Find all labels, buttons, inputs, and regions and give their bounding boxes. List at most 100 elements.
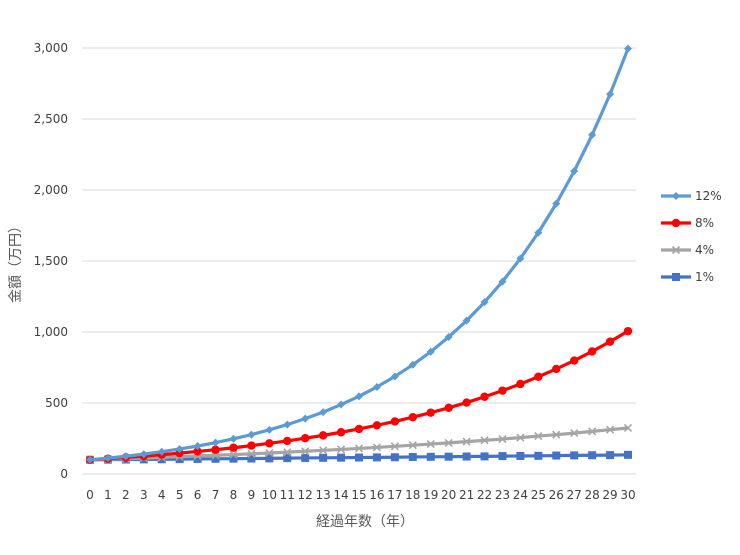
data-point-1pct xyxy=(372,453,381,462)
data-point-8pct xyxy=(247,441,256,450)
data-point-12pct xyxy=(139,450,148,459)
x-tick-label: 19 xyxy=(423,488,438,502)
data-point-4pct xyxy=(390,442,399,451)
x-tick-label: 29 xyxy=(602,488,617,502)
legend-item-4pct: 4% xyxy=(661,243,714,257)
data-point-4pct xyxy=(480,436,489,445)
data-point-12pct xyxy=(157,447,166,456)
y-tick-label: 3,000 xyxy=(34,41,68,55)
data-point-1pct xyxy=(247,454,256,463)
data-point-8pct xyxy=(587,347,597,356)
x-tick-label: 17 xyxy=(387,488,402,502)
data-point-4pct xyxy=(588,427,597,436)
data-point-12pct xyxy=(229,434,238,443)
y-tick-label: 1,000 xyxy=(34,325,68,339)
data-point-4pct xyxy=(372,443,381,452)
data-point-4pct xyxy=(623,423,633,433)
x-tick-label: 2 xyxy=(122,488,130,502)
data-point-8pct xyxy=(444,403,453,413)
x-tick-label: 3 xyxy=(140,488,148,502)
y-axis-title: 金額（万円） xyxy=(8,219,24,303)
data-point-4pct xyxy=(570,429,579,438)
data-point-1pct xyxy=(301,453,310,462)
data-point-8pct xyxy=(211,445,220,454)
data-point-8pct xyxy=(426,408,435,417)
x-tick-label: 27 xyxy=(567,488,582,502)
x-tick-label: 26 xyxy=(549,488,564,502)
data-point-12pct xyxy=(552,199,561,208)
data-point-8pct xyxy=(552,364,561,374)
data-point-12pct xyxy=(588,130,597,139)
series-12pct xyxy=(86,44,632,464)
data-point-4pct xyxy=(229,450,238,459)
data-point-8pct xyxy=(283,436,292,446)
x-tick-label: 28 xyxy=(584,488,599,502)
y-tick-label: 1,500 xyxy=(34,254,68,268)
data-point-8pct xyxy=(229,443,238,452)
x-tick-label: 23 xyxy=(495,488,510,502)
data-point-1pct xyxy=(444,452,453,461)
legend-item-1pct: 1% xyxy=(661,270,714,284)
x-tick-label: 12 xyxy=(298,488,313,502)
y-axis-ticks: 0 500 1,000 1,500 2,000 2,500 3,000 xyxy=(34,41,68,481)
data-point-12pct xyxy=(175,445,184,454)
legend-label-8pct: 8% xyxy=(695,216,714,230)
data-point-8pct xyxy=(372,421,382,430)
data-point-12pct xyxy=(516,254,525,263)
data-point-1pct xyxy=(211,454,220,463)
data-point-8pct xyxy=(498,386,507,395)
data-point-12pct xyxy=(265,425,274,434)
x-tick-label: 16 xyxy=(369,488,384,502)
data-point-1pct xyxy=(408,452,417,461)
x-tick-label: 8 xyxy=(230,488,238,502)
data-point-1pct xyxy=(157,455,166,464)
data-point-8pct xyxy=(265,439,274,448)
data-point-1pct xyxy=(265,454,274,463)
y-tick-label: 500 xyxy=(45,396,68,410)
x-tick-label: 7 xyxy=(212,488,220,502)
series-1pct xyxy=(86,450,632,464)
data-point-12pct xyxy=(86,455,94,464)
data-point-8pct xyxy=(318,431,328,440)
data-point-8pct xyxy=(175,448,184,458)
x-tick-label: 13 xyxy=(315,488,330,502)
y-tick-label: 0 xyxy=(60,467,68,481)
x-tick-label: 1 xyxy=(104,488,112,502)
data-point-1pct xyxy=(175,455,184,464)
data-point-12pct xyxy=(426,347,435,356)
data-point-8pct xyxy=(462,398,471,407)
series-8pct xyxy=(85,326,633,464)
x-tick-label: 22 xyxy=(477,488,492,502)
data-point-12pct xyxy=(247,430,256,439)
data-point-1pct xyxy=(283,454,292,463)
data-point-4pct xyxy=(408,441,417,450)
data-point-12pct xyxy=(624,44,632,53)
data-point-8pct xyxy=(516,379,525,389)
data-point-12pct xyxy=(301,414,310,423)
legend-marker-12pct xyxy=(672,192,680,200)
data-point-12pct xyxy=(372,382,381,391)
data-point-8pct xyxy=(390,417,400,426)
data-point-12pct xyxy=(283,420,292,429)
legend: 12% 8% 4% 1% xyxy=(661,189,722,284)
data-point-12pct xyxy=(480,298,489,307)
data-point-4pct xyxy=(534,432,543,441)
data-point-12pct xyxy=(121,452,130,461)
data-point-1pct xyxy=(462,452,471,461)
data-point-4pct xyxy=(552,430,561,439)
x-axis-title: 経過年数（年） xyxy=(316,514,414,530)
data-point-1pct xyxy=(552,451,561,460)
x-tick-label: 11 xyxy=(280,488,295,502)
data-point-8pct xyxy=(408,413,417,422)
data-point-1pct xyxy=(319,453,328,462)
data-point-1pct xyxy=(498,452,507,461)
data-point-12pct xyxy=(390,372,399,381)
data-point-1pct xyxy=(480,452,489,461)
data-point-12pct xyxy=(498,277,507,286)
data-point-1pct xyxy=(534,451,543,460)
x-tick-label: 30 xyxy=(620,488,635,502)
data-point-1pct xyxy=(516,451,525,460)
data-point-12pct xyxy=(534,228,543,237)
